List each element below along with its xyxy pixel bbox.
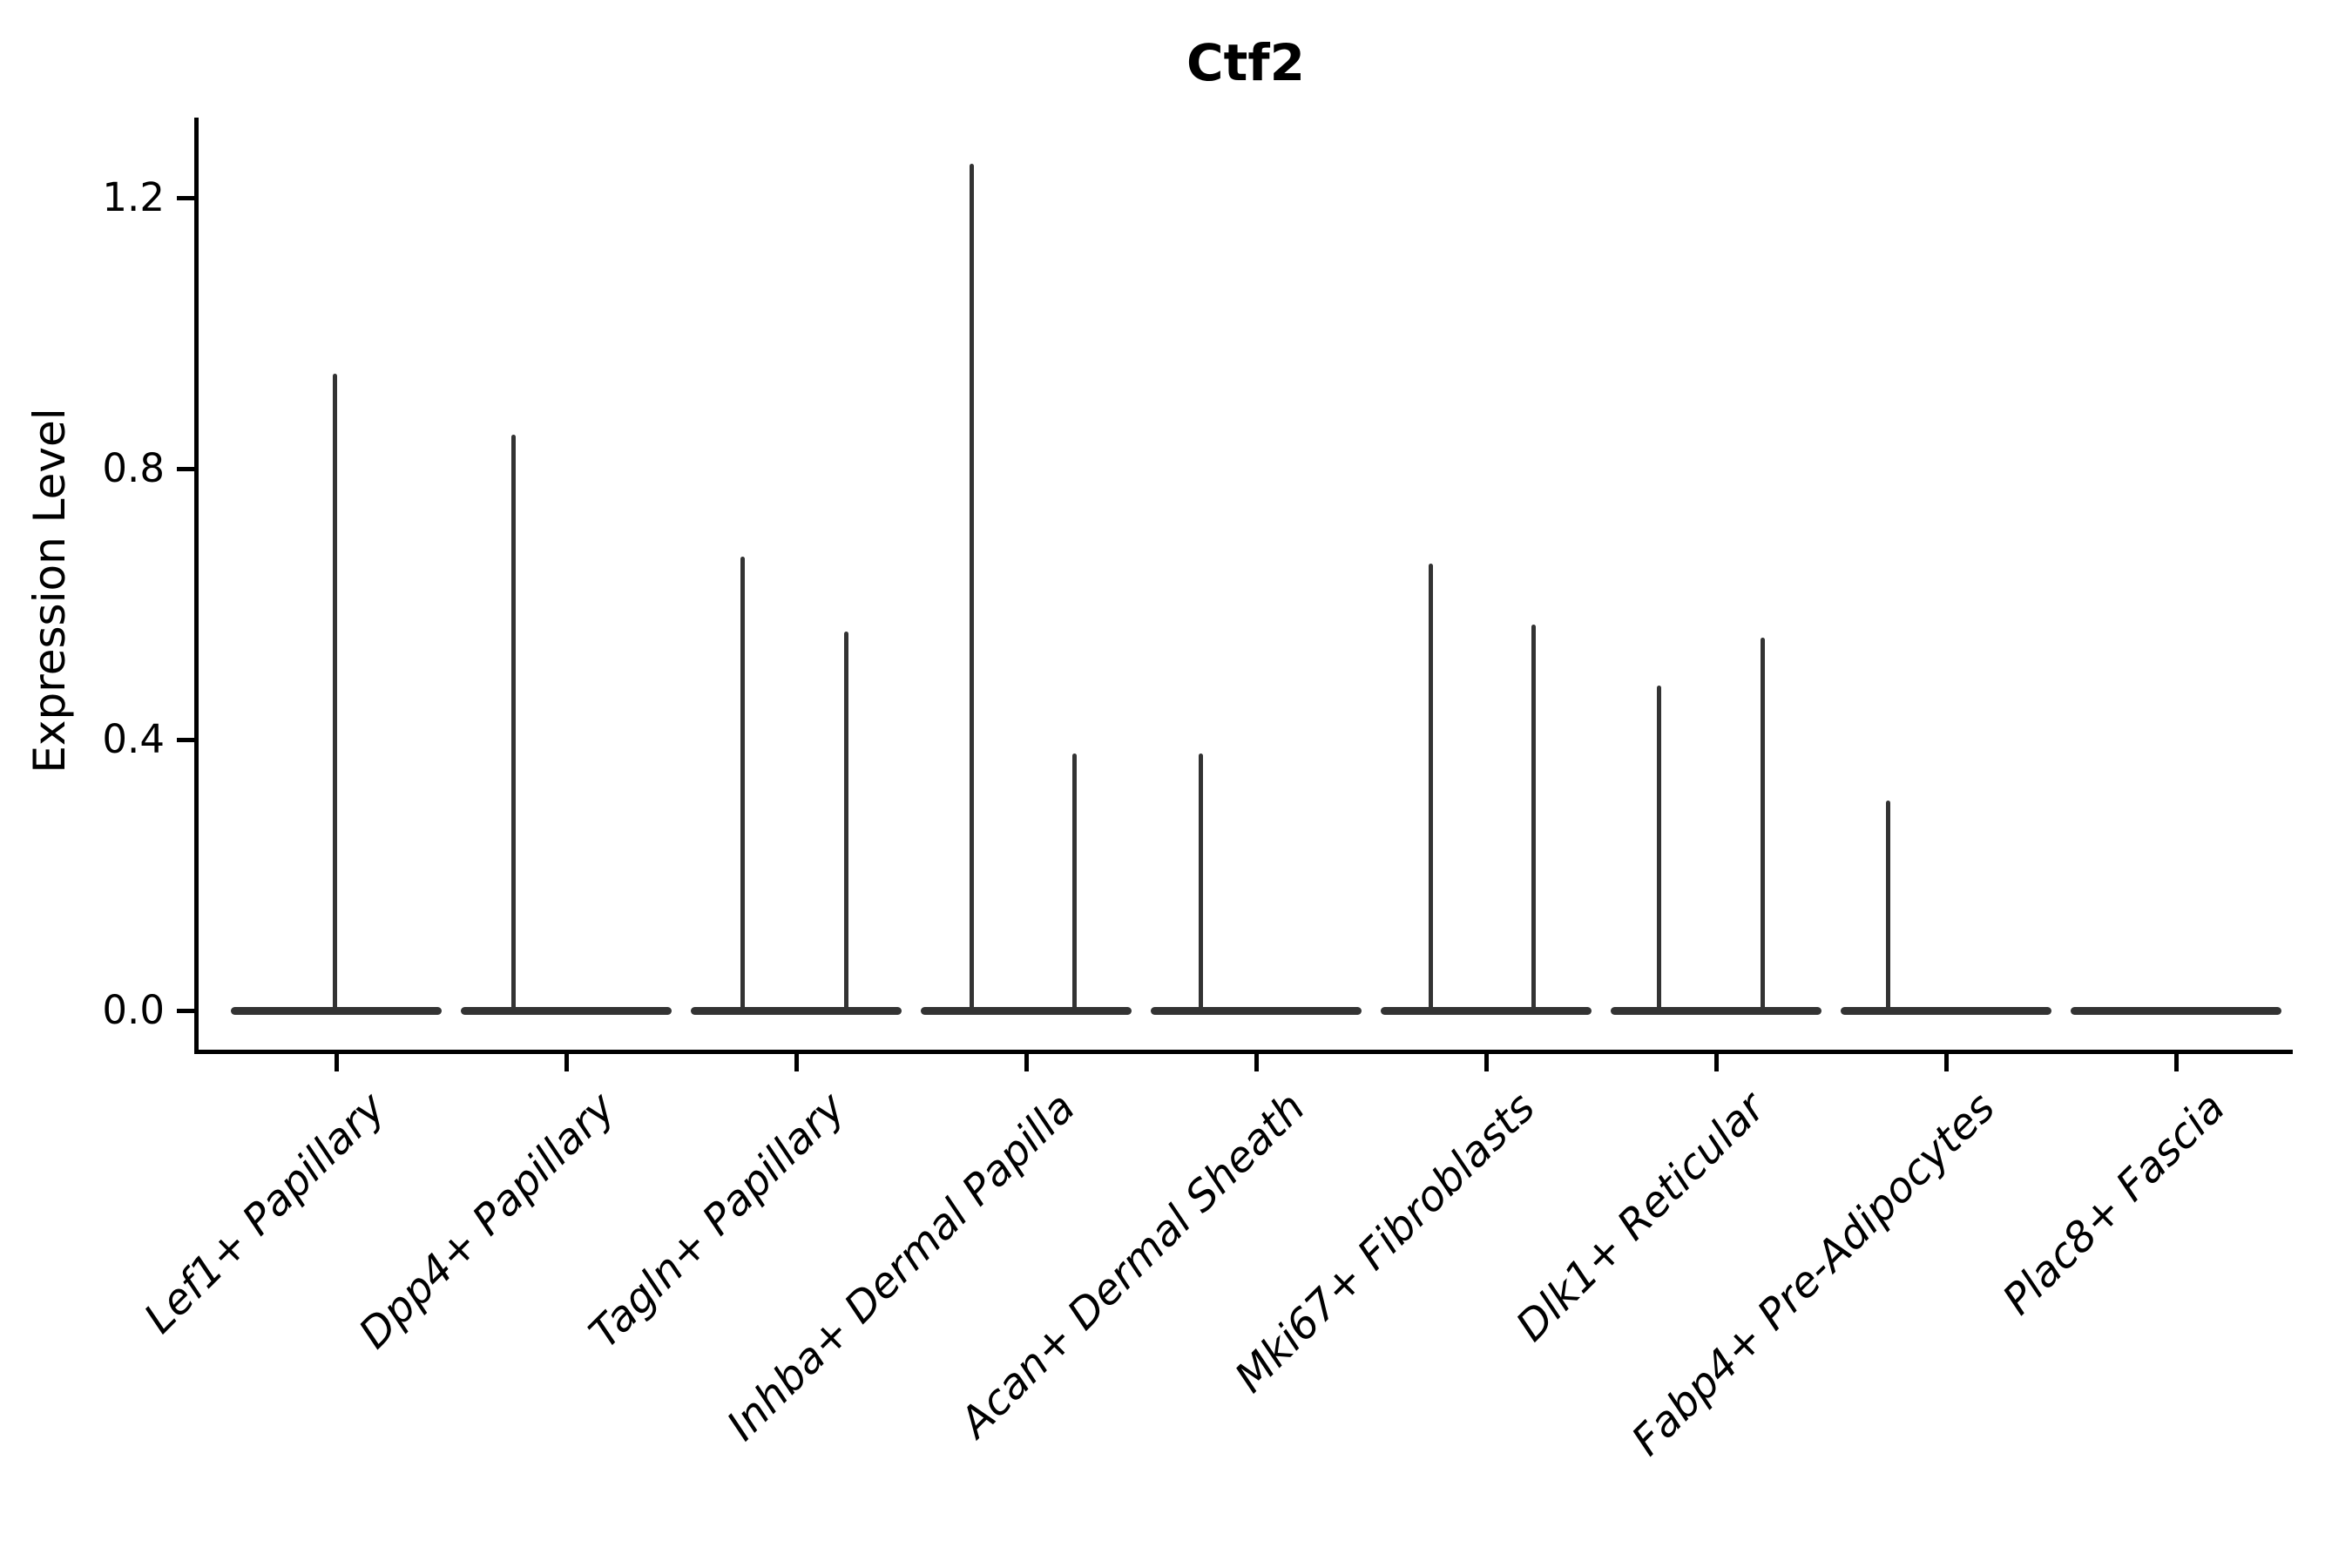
x-tick-label: Acan+ Dermal Sheath [950,1083,1315,1448]
x-tick-label: Mki67+ Fibroblasts [1225,1083,1545,1402]
violin-density-spike [510,435,516,1010]
chart-title: Ctf2 [1186,33,1305,92]
x-tick-label: Tagln+ Papillary [579,1083,855,1358]
violin-zero-density-base [691,1006,902,1015]
y-tick-mark [177,737,194,742]
x-tick-mark [2173,1054,2179,1071]
violin-zero-density-base [461,1006,672,1015]
violin-density-spike [1531,624,1536,1010]
x-tick-mark [1713,1054,1719,1071]
violin-zero-density-base [231,1006,442,1015]
y-tick-label: 0.4 [102,716,165,762]
violin-density-spike [843,631,848,1010]
violin-density-spike [1885,800,1890,1010]
violin-density-spike [969,164,974,1010]
x-tick-mark [1943,1054,1949,1071]
y-tick-mark [177,195,194,200]
violin-density-spike [1198,753,1203,1010]
violin-zero-density-base [1611,1006,1821,1015]
x-tick-label: Dpp4+ Papillary [349,1083,625,1359]
y-tick-label: 1.2 [102,174,165,220]
x-tick-mark [794,1054,799,1071]
violin-density-spike [1071,753,1077,1010]
x-tick-mark [1484,1054,1489,1071]
violin-zero-density-base [921,1006,1132,1015]
x-tick-mark [1254,1054,1259,1071]
violin-zero-density-base [1151,1006,1362,1015]
x-tick-mark [334,1054,339,1071]
x-tick-label: Fabp4+ Pre-Adipocytes [1622,1083,2005,1465]
y-tick-label: 0.0 [102,987,165,1033]
violin-density-spike [332,374,337,1010]
y-axis-spine [194,118,199,1054]
violin-zero-density-base [1381,1006,1592,1015]
violin-density-spike [1760,638,1765,1010]
violin-density-spike [1656,685,1661,1010]
x-tick-label: Dlk1+ Reticular [1506,1083,1775,1351]
violin-zero-density-base [1841,1006,2051,1015]
x-axis-spine [194,1050,2293,1054]
violin-zero-density-base [2071,1006,2281,1015]
x-tick-mark [564,1054,569,1071]
violin-density-spike [1428,563,1433,1010]
y-tick-label: 0.8 [102,445,165,491]
y-tick-mark [177,466,194,471]
x-tick-mark [1024,1054,1029,1071]
violin-density-spike [740,557,745,1010]
x-tick-label: Plac8+ Fascia [1993,1083,2235,1325]
x-tick-label: Inhba+ Dermal Papilla [717,1083,1085,1450]
y-tick-mark [177,1008,194,1013]
